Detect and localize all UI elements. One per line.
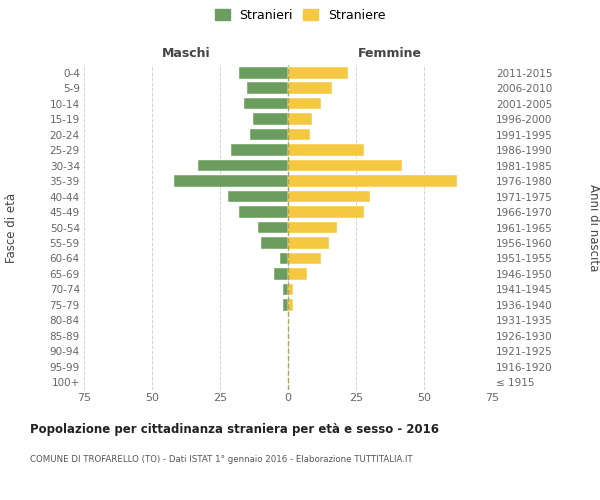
Bar bbox=[288, 98, 320, 110]
Bar bbox=[250, 129, 288, 140]
Bar bbox=[288, 144, 364, 156]
Bar bbox=[283, 284, 288, 295]
Text: COMUNE DI TROFARELLO (TO) - Dati ISTAT 1° gennaio 2016 - Elaborazione TUTTITALIA: COMUNE DI TROFARELLO (TO) - Dati ISTAT 1… bbox=[30, 455, 413, 464]
Bar bbox=[288, 114, 313, 125]
Bar bbox=[288, 222, 337, 234]
Bar bbox=[174, 176, 288, 187]
Bar bbox=[231, 144, 288, 156]
Bar bbox=[274, 268, 288, 280]
Text: Maschi: Maschi bbox=[161, 47, 211, 60]
Bar bbox=[258, 222, 288, 234]
Text: Fasce di età: Fasce di età bbox=[5, 192, 19, 262]
Text: Femmine: Femmine bbox=[358, 47, 422, 60]
Legend: Stranieri, Straniere: Stranieri, Straniere bbox=[212, 6, 388, 24]
Bar bbox=[261, 237, 288, 249]
Bar bbox=[288, 252, 320, 264]
Bar bbox=[253, 114, 288, 125]
Bar bbox=[288, 190, 370, 202]
Bar bbox=[288, 160, 402, 172]
Bar bbox=[288, 67, 348, 78]
Bar bbox=[288, 129, 310, 140]
Bar bbox=[239, 67, 288, 78]
Bar bbox=[244, 98, 288, 110]
Bar bbox=[288, 176, 457, 187]
Bar bbox=[288, 299, 293, 310]
Bar bbox=[288, 206, 364, 218]
Bar bbox=[288, 237, 329, 249]
Bar bbox=[247, 82, 288, 94]
Bar bbox=[198, 160, 288, 172]
Text: Anni di nascita: Anni di nascita bbox=[587, 184, 600, 271]
Bar bbox=[228, 190, 288, 202]
Bar bbox=[239, 206, 288, 218]
Bar bbox=[288, 82, 332, 94]
Bar bbox=[288, 284, 293, 295]
Text: Popolazione per cittadinanza straniera per età e sesso - 2016: Popolazione per cittadinanza straniera p… bbox=[30, 422, 439, 436]
Bar bbox=[280, 252, 288, 264]
Bar bbox=[283, 299, 288, 310]
Bar bbox=[288, 268, 307, 280]
